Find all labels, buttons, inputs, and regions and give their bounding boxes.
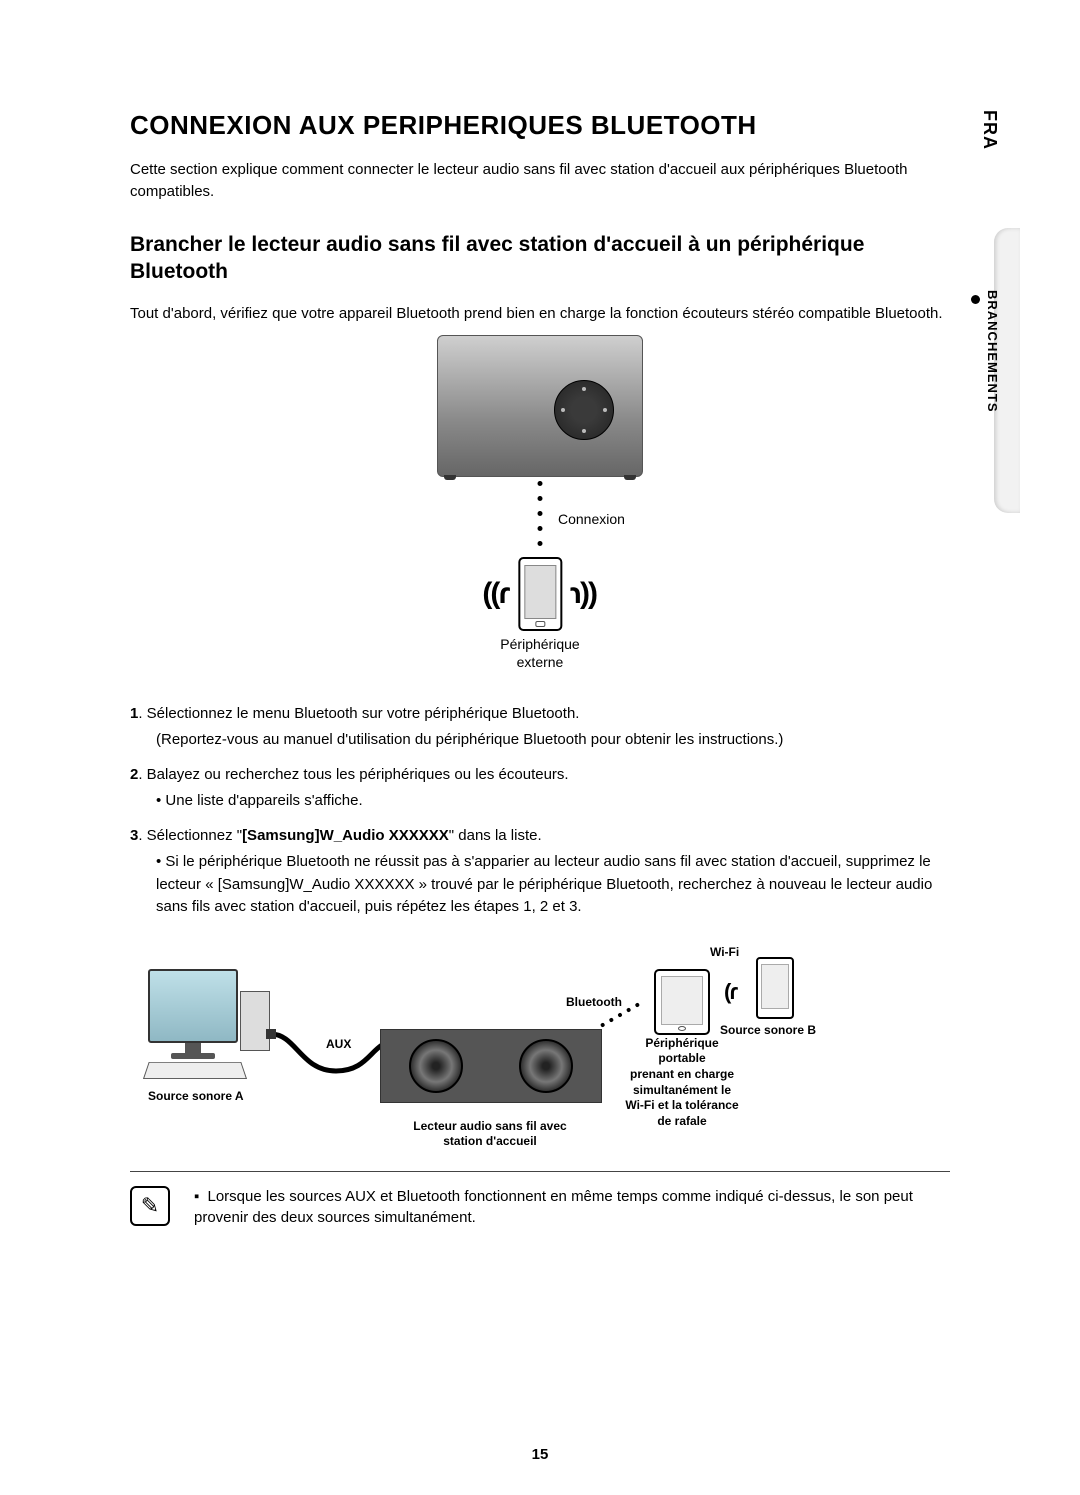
label-portable-l3: simultanément le xyxy=(633,1083,731,1097)
label-dock-l1: Lecteur audio sans fil avec xyxy=(413,1119,566,1133)
signal-wave-right-icon: ((ɾ xyxy=(572,577,598,611)
signal-wave-left-icon: ((ɾ xyxy=(482,577,508,611)
diagram-connexion: Connexion ((ɾ ((ɾ Périphérique externe xyxy=(130,335,950,695)
side-section-tab: BRANCHEMENTS xyxy=(985,290,1000,413)
diagram-setup: Source sonore A AUX Lecteur audio sans f… xyxy=(130,931,950,1171)
label-aux: AUX xyxy=(326,1037,351,1051)
dock-illustration xyxy=(380,1029,602,1103)
label-source-a: Source sonore A xyxy=(148,1089,244,1103)
label-portable: Périphérique portable prenant en charge … xyxy=(620,1036,744,1130)
step-2: 2. Balayez ou recherchez tous les périph… xyxy=(130,764,950,813)
connection-dots xyxy=(538,481,543,546)
paragraph-1: Tout d'abord, vérifiez que votre apparei… xyxy=(130,303,950,325)
label-peripherique: Périphérique externe xyxy=(500,635,579,671)
external-device-illustration: ((ɾ ((ɾ xyxy=(482,557,597,631)
phone-b-illustration xyxy=(756,957,794,1019)
note-icon: ✎ xyxy=(130,1186,170,1226)
label-connexion: Connexion xyxy=(558,511,625,527)
manual-page: FRA BRANCHEMENTS CONNEXION AUX PERIPHERI… xyxy=(0,0,1080,1495)
step-1: 1. Sélectionnez le menu Bluetooth sur vo… xyxy=(130,703,950,752)
step-3-text-b: " dans la liste. xyxy=(449,827,542,844)
step-2-bullet: Une liste d'appareils s'affiche. xyxy=(156,790,950,813)
label-bluetooth: Bluetooth xyxy=(566,995,622,1009)
label-peripherique-l2: externe xyxy=(517,654,564,670)
side-section-dot xyxy=(971,295,980,304)
speaker-dial xyxy=(554,380,614,440)
step-3: 3. Sélectionnez "[Samsung]W_Audio XXXXXX… xyxy=(130,825,950,919)
wifi-wave-icon: (ɾ xyxy=(724,979,736,1005)
step-2-text: . Balayez ou recherchez tous les périphé… xyxy=(138,766,568,783)
intro-paragraph: Cette section explique comment connecter… xyxy=(130,159,950,203)
page-number: 15 xyxy=(532,1446,549,1463)
step-1-text: . Sélectionnez le menu Bluetooth sur vot… xyxy=(138,705,579,722)
label-dock-l2: station d'accueil xyxy=(443,1134,537,1148)
step-1-sub: (Reportez-vous au manuel d'utilisation d… xyxy=(156,729,950,752)
label-source-b: Source sonore B xyxy=(720,1023,816,1037)
label-portable-l1: Périphérique portable xyxy=(645,1036,718,1066)
label-portable-l5: de rafale xyxy=(657,1114,706,1128)
step-3-bullet: Si le périphérique Bluetooth ne réussit … xyxy=(156,851,950,919)
note-text: Lorsque les sources AUX et Bluetooth fon… xyxy=(194,1186,950,1228)
keyboard-illustration xyxy=(143,1062,247,1079)
section-subtitle: Brancher le lecteur audio sans fil avec … xyxy=(130,231,950,286)
side-language-tab: FRA xyxy=(979,110,1000,150)
speaker-top-illustration xyxy=(437,335,643,477)
label-peripherique-l1: Périphérique xyxy=(500,636,579,652)
label-wifi: Wi-Fi xyxy=(710,945,739,959)
label-portable-l4: Wi-Fi et la tolérance xyxy=(625,1098,738,1112)
monitor-illustration xyxy=(148,969,238,1059)
note-separator xyxy=(130,1171,950,1172)
step-3-bold: [Samsung]W_Audio XXXXXX xyxy=(242,827,449,844)
speaker-cone-left xyxy=(409,1039,463,1093)
page-title: CONNEXION AUX PERIPHERIQUES BLUETOOTH xyxy=(130,110,950,141)
step-3-text-a: . Sélectionnez " xyxy=(138,827,242,844)
note-block: ✎ Lorsque les sources AUX et Bluetooth f… xyxy=(130,1186,950,1228)
tablet-illustration xyxy=(654,969,710,1035)
label-dock: Lecteur audio sans fil avec station d'ac… xyxy=(380,1119,600,1150)
label-portable-l2: prenant en charge xyxy=(630,1067,734,1081)
speaker-cone-right xyxy=(519,1039,573,1093)
steps-list: 1. Sélectionnez le menu Bluetooth sur vo… xyxy=(130,703,950,919)
phone-icon xyxy=(518,557,562,631)
